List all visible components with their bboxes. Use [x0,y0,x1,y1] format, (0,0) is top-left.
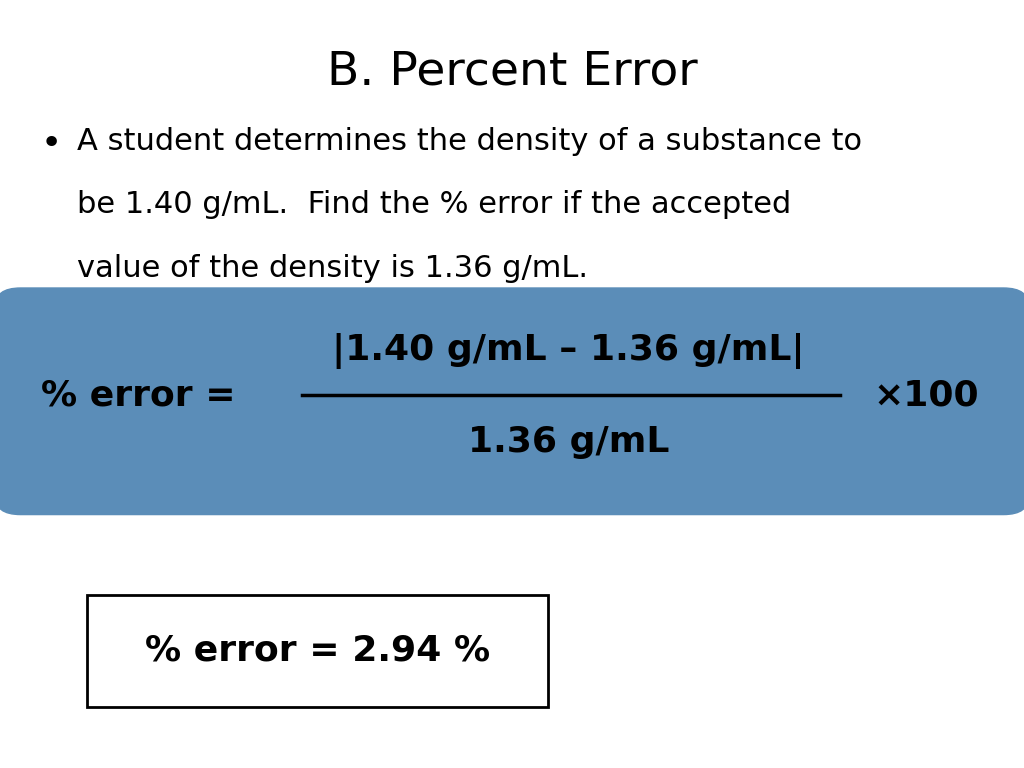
Text: % error = 2.94 %: % error = 2.94 % [144,634,490,668]
Text: |1.40 g/mL – 1.36 g/mL|: |1.40 g/mL – 1.36 g/mL| [332,333,805,369]
Text: •: • [41,127,62,161]
Text: ×100: ×100 [873,378,980,412]
FancyBboxPatch shape [0,288,1024,515]
Text: A student determines the density of a substance to: A student determines the density of a su… [77,127,862,156]
Text: B. Percent Error: B. Percent Error [327,50,697,95]
Text: be 1.40 g/mL.  Find the % error if the accepted: be 1.40 g/mL. Find the % error if the ac… [77,190,792,220]
Text: 1.36 g/mL: 1.36 g/mL [468,425,669,459]
FancyBboxPatch shape [87,595,548,707]
Text: value of the density is 1.36 g/mL.: value of the density is 1.36 g/mL. [77,254,588,283]
Text: % error =: % error = [41,378,236,412]
